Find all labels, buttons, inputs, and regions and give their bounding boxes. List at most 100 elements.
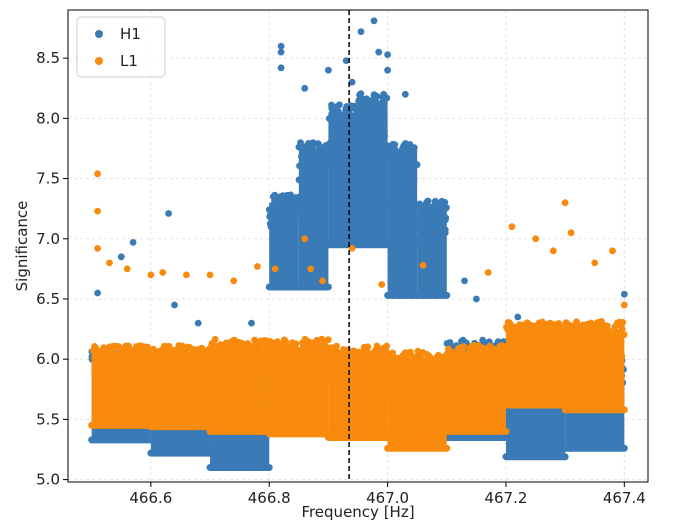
scatter-point bbox=[498, 349, 506, 356]
scatter-point-outlier bbox=[301, 235, 309, 243]
scatter-point bbox=[587, 319, 595, 327]
scatter-point bbox=[373, 144, 381, 152]
scatter-point-outlier bbox=[348, 245, 356, 252]
scatter-point bbox=[278, 378, 286, 386]
plot-area-frame bbox=[67, 9, 649, 483]
scatter-point bbox=[437, 242, 444, 250]
scatter-point-outlier bbox=[123, 265, 131, 273]
scatter-point-outlier bbox=[532, 235, 539, 243]
y-tick-label: 7.0 bbox=[36, 230, 60, 248]
legend: H1 L1 bbox=[76, 16, 166, 78]
scatter-point bbox=[94, 379, 102, 387]
scatter-point bbox=[608, 344, 616, 351]
scatter-point-outlier bbox=[348, 78, 356, 86]
scatter-point bbox=[552, 342, 560, 349]
scatter-point bbox=[406, 174, 413, 182]
scatter-point bbox=[240, 358, 248, 366]
scatter-point bbox=[407, 383, 414, 391]
scatter-point bbox=[98, 347, 106, 355]
scatter-point bbox=[329, 365, 337, 372]
scatter-point-outlier bbox=[561, 199, 569, 207]
scatter-point bbox=[144, 370, 151, 378]
scatter-point bbox=[442, 214, 450, 222]
scatter-point bbox=[485, 351, 492, 359]
scatter-point-outlier bbox=[307, 265, 315, 273]
scatter-point bbox=[595, 357, 603, 365]
scatter-point bbox=[402, 372, 410, 380]
scatter-point bbox=[464, 352, 471, 360]
scatter-point bbox=[562, 345, 570, 353]
scatter-point bbox=[410, 168, 418, 176]
scatter-point bbox=[158, 346, 165, 354]
scatter-point bbox=[209, 346, 217, 354]
scatter-point bbox=[552, 353, 559, 360]
scatter-point bbox=[368, 357, 376, 365]
scatter-point bbox=[539, 318, 546, 326]
scatter-point bbox=[547, 321, 555, 329]
scatter-point-outlier bbox=[419, 261, 427, 269]
scatter-point bbox=[380, 119, 388, 127]
scatter-point bbox=[613, 339, 620, 347]
scatter-point bbox=[434, 229, 442, 237]
scatter-point-outlier bbox=[609, 247, 616, 255]
scatter-point bbox=[517, 349, 525, 357]
scatter-point bbox=[400, 152, 407, 160]
scatter-point bbox=[326, 160, 334, 168]
scatter-point-outlier bbox=[94, 207, 101, 215]
scatter-point bbox=[482, 374, 490, 382]
scatter-point bbox=[615, 356, 622, 363]
scatter-point bbox=[459, 336, 467, 344]
scatter-point bbox=[386, 179, 394, 187]
scatter-point bbox=[251, 336, 258, 344]
scatter-point bbox=[359, 362, 367, 370]
scatter-point bbox=[275, 371, 282, 379]
scatter-point bbox=[355, 108, 362, 116]
scatter-point bbox=[315, 363, 323, 371]
scatter-point bbox=[287, 214, 295, 221]
scatter-point bbox=[362, 386, 370, 394]
scatter-point bbox=[417, 233, 425, 241]
scatter-point-outlier bbox=[484, 269, 492, 276]
scatter-point bbox=[374, 118, 382, 126]
scatter-point bbox=[232, 356, 240, 364]
scatter-point bbox=[470, 357, 478, 364]
scatter-point bbox=[141, 347, 149, 355]
scatter-point bbox=[384, 142, 392, 150]
scatter-point bbox=[260, 337, 267, 345]
scatter-point bbox=[383, 94, 391, 102]
scatter-point bbox=[551, 336, 559, 343]
scatter-point bbox=[129, 374, 137, 381]
scatter-point-outlier bbox=[129, 239, 137, 246]
scatter-point bbox=[426, 369, 434, 377]
scatter-point-outlier bbox=[165, 210, 173, 217]
scatter-point bbox=[147, 360, 155, 368]
scatter-point bbox=[339, 132, 347, 140]
scatter-point bbox=[427, 218, 435, 225]
scatter-point bbox=[91, 369, 99, 377]
scatter-point bbox=[525, 345, 532, 352]
scatter-point bbox=[223, 376, 231, 383]
scatter-point bbox=[351, 102, 358, 110]
scatter-point bbox=[400, 158, 408, 166]
scatter-point bbox=[395, 166, 402, 174]
scatter-point bbox=[276, 203, 284, 211]
scatter-point bbox=[137, 371, 145, 379]
scatter-point bbox=[412, 358, 419, 366]
scatter-point bbox=[443, 340, 451, 347]
scatter-point bbox=[230, 336, 238, 344]
scatter-point bbox=[389, 380, 397, 388]
legend-marker-h1 bbox=[95, 30, 103, 38]
scatter-point bbox=[117, 367, 124, 374]
scatter-point bbox=[611, 323, 619, 331]
scatter-point bbox=[312, 198, 319, 206]
scatter-point-outlier bbox=[342, 57, 350, 64]
scatter-point bbox=[208, 357, 216, 365]
scatter-point bbox=[364, 363, 372, 370]
scatter-point-outlier bbox=[384, 51, 391, 58]
scatter-point bbox=[406, 194, 414, 202]
scatter-point bbox=[290, 203, 298, 211]
scatter-point bbox=[317, 193, 325, 201]
scatter-point bbox=[220, 354, 228, 361]
scatter-point bbox=[564, 325, 572, 333]
scatter-point bbox=[352, 120, 360, 128]
